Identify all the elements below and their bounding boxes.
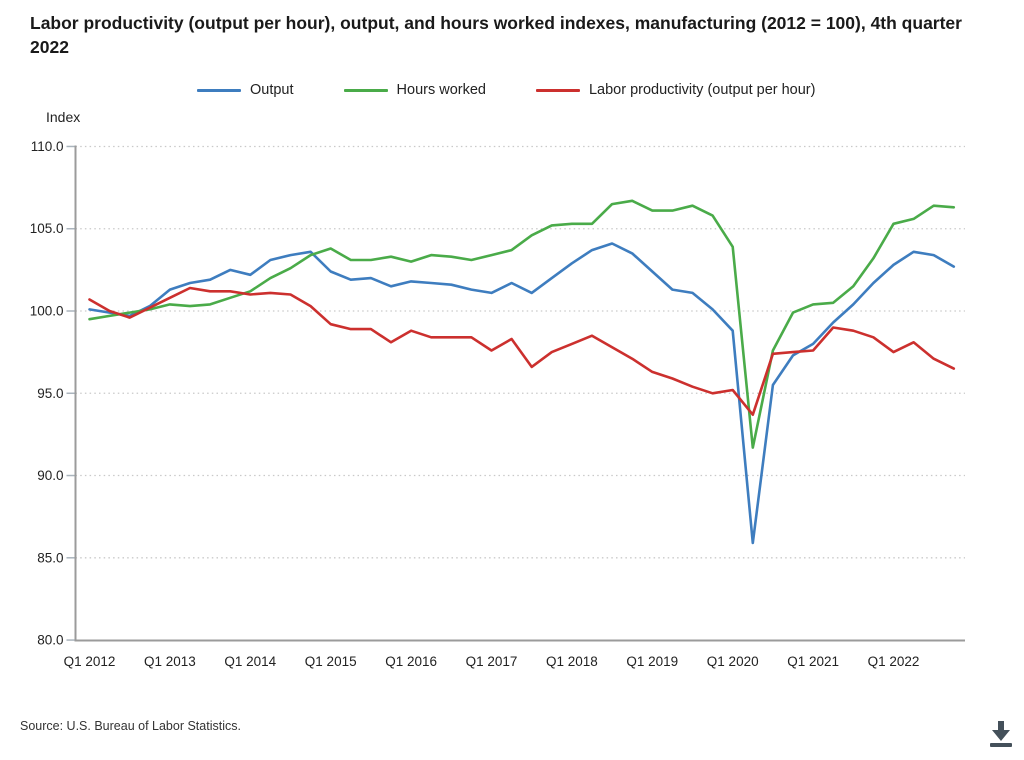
legend: Output Hours worked Labor productivity (… bbox=[197, 82, 815, 98]
svg-text:Q1 2012: Q1 2012 bbox=[64, 654, 116, 669]
output-line-swatch bbox=[197, 88, 241, 92]
legend-label-labor-productivity: Labor productivity (output per hour) bbox=[588, 82, 816, 98]
svg-text:Q1 2016: Q1 2016 bbox=[385, 654, 437, 669]
x-axis-tick-labels: Q1 2012 Q1 2013 Q1 2014 Q1 2015 Q1 2016 Q1 20… bbox=[64, 654, 920, 669]
svg-text:Q1 2020: Q1 2020 bbox=[707, 654, 759, 669]
y-axis-tick-labels: 80.0 85.0 90.0 95.0 100.0 105.0 110.0 bbox=[30, 139, 64, 648]
legend-label-output: Output bbox=[250, 82, 294, 98]
svg-text:Q1 2021: Q1 2021 bbox=[787, 654, 839, 669]
svg-text:105.0: 105.0 bbox=[30, 221, 64, 236]
svg-text:Q1 2015: Q1 2015 bbox=[305, 654, 357, 669]
series-line-output bbox=[88, 242, 956, 545]
svg-text:95.0: 95.0 bbox=[37, 386, 63, 401]
download-button[interactable] bbox=[984, 716, 1018, 750]
data-series bbox=[88, 199, 956, 545]
svg-text:100.0: 100.0 bbox=[30, 304, 64, 319]
y-axis-unit-label: Index bbox=[46, 109, 81, 125]
legend-label-hours-worked: Hours worked bbox=[396, 82, 486, 98]
legend-item-labor-productivity[interactable]: Labor productivity (output per hour) bbox=[535, 82, 816, 98]
legend-item-hours-worked[interactable]: Hours worked bbox=[343, 82, 486, 98]
source-text: Source: U.S. Bureau of Labor Statistics. bbox=[20, 719, 241, 733]
svg-text:Q1 2017: Q1 2017 bbox=[466, 654, 518, 669]
svg-text:Q1 2014: Q1 2014 bbox=[224, 654, 276, 669]
svg-text:Q1 2019: Q1 2019 bbox=[626, 654, 678, 669]
legend-item-output[interactable]: Output bbox=[197, 82, 294, 98]
hours-worked-line-swatch bbox=[343, 88, 388, 92]
series-line-hours-worked bbox=[88, 199, 956, 449]
svg-text:110.0: 110.0 bbox=[31, 139, 64, 154]
chart-title: Labor productivity (output per hour), ou… bbox=[30, 13, 962, 57]
svg-text:Q1 2022: Q1 2022 bbox=[868, 654, 920, 669]
axes bbox=[74, 145, 965, 642]
svg-text:Q1 2018: Q1 2018 bbox=[546, 654, 598, 669]
axis-ticks bbox=[66, 145, 76, 641]
series-line-labor-productivity-output-per-hour bbox=[88, 286, 956, 417]
svg-text:80.0: 80.0 bbox=[37, 633, 63, 648]
download-icon bbox=[990, 721, 1012, 747]
svg-text:90.0: 90.0 bbox=[37, 468, 63, 483]
labor-productivity-line-swatch bbox=[535, 88, 580, 92]
svg-text:85.0: 85.0 bbox=[37, 550, 63, 565]
svg-text:Q1 2013: Q1 2013 bbox=[144, 654, 196, 669]
